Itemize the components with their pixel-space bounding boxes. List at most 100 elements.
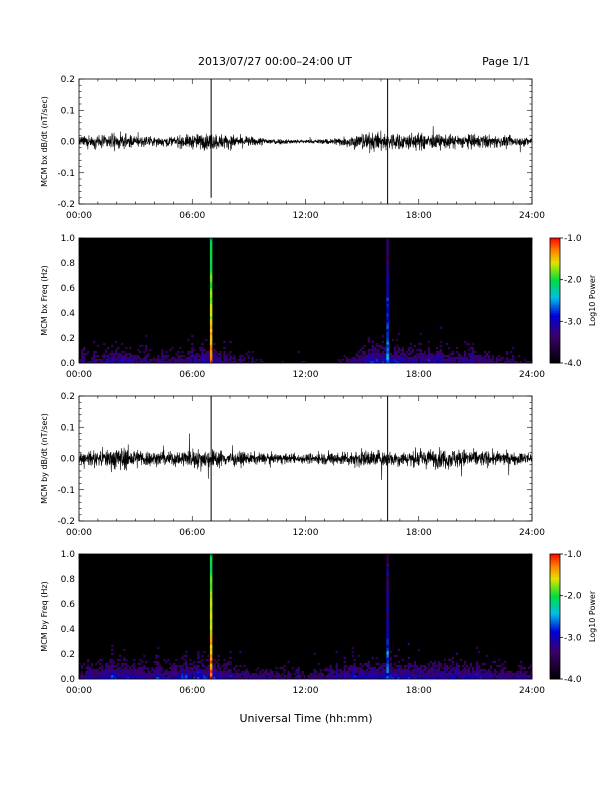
- spectrogram-cell: [213, 672, 216, 676]
- x-tick-label: 24:00: [519, 211, 545, 221]
- spectrogram-cell: [181, 664, 184, 668]
- spectrogram-cell: [399, 676, 403, 680]
- spectrogram-cell: [227, 360, 230, 364]
- spectrogram-cell: [495, 360, 499, 364]
- spectrogram-cell: [175, 658, 178, 662]
- spectrogram-cell: [213, 350, 216, 354]
- spectrogram-cell: [431, 360, 435, 364]
- spectrogram-cell: [123, 672, 126, 676]
- spectrogram-cell: [149, 670, 152, 674]
- spectrogram-cell: [439, 340, 443, 344]
- spectrogram-cell: [407, 352, 411, 356]
- spectrogram-cell: [185, 670, 188, 674]
- spectrogram-cell: [211, 670, 214, 674]
- spectrogram-cell: [451, 676, 455, 680]
- colorbar-segment: [550, 654, 560, 657]
- spectrogram-cell: [387, 672, 390, 676]
- spectrogram-cell: [383, 356, 386, 360]
- event-spike-1: [209, 272, 213, 276]
- spectrogram-cell: [363, 662, 366, 666]
- spectrogram-cell: [223, 340, 226, 344]
- colorbar-segment: [550, 327, 560, 331]
- spectrogram-cell: [205, 668, 208, 672]
- spectrogram-cell: [83, 676, 86, 680]
- spectrogram-cell: [165, 350, 168, 354]
- spectrogram-cell: [471, 350, 475, 354]
- spectrogram-cell: [229, 668, 232, 672]
- spectrogram-cell: [393, 352, 396, 356]
- spectrogram-cell: [169, 674, 172, 678]
- spectrogram-cell: [465, 342, 469, 346]
- spectrogram-cell: [433, 672, 437, 676]
- spectrogram-cell: [387, 670, 390, 674]
- spectrogram-cell: [387, 356, 390, 360]
- spectrogram-cell: [481, 662, 485, 666]
- spectrogram-cell: [467, 670, 471, 674]
- spectrogram-cell: [131, 670, 134, 674]
- spectrogram-cell: [191, 342, 194, 346]
- spectrogram-cell: [81, 360, 84, 364]
- spectrogram-cell: [369, 354, 372, 358]
- spectrogram-cell: [343, 674, 346, 678]
- spectrogram-cell: [469, 354, 473, 358]
- spectrogram-cell: [421, 358, 425, 362]
- x-tick-label: 24:00: [519, 686, 545, 696]
- colorbar-segment: [550, 338, 560, 341]
- spectrogram-cell: [193, 358, 196, 362]
- spectrogram-cell: [99, 676, 102, 680]
- spectrogram-cell: [389, 670, 392, 674]
- event-spike-2: [386, 256, 389, 261]
- spectrogram-cell: [225, 674, 228, 678]
- spectrogram-cell: [207, 666, 210, 670]
- spectrogram-cell: [233, 674, 236, 678]
- spectrogram-cell: [375, 672, 378, 676]
- spectrogram-cell: [257, 676, 260, 680]
- spectrogram-cell: [355, 668, 358, 672]
- spectrogram-cell: [409, 674, 413, 678]
- spectrogram-cell: [530, 360, 533, 364]
- spectrogram-cell: [377, 356, 380, 360]
- spectrogram-cell: [139, 668, 142, 672]
- colorbar-segment: [550, 629, 560, 632]
- event-spike-1: [209, 569, 213, 574]
- spectrogram-cell: [167, 670, 170, 674]
- spectrogram-cell: [121, 662, 124, 666]
- spectrogram-cell: [197, 672, 200, 676]
- spectrogram-cell: [517, 676, 521, 680]
- spectrogram-cell: [379, 670, 382, 674]
- spectrogram-cell: [135, 354, 138, 358]
- spectrogram-cell: [393, 346, 396, 350]
- spectrogram-cell: [129, 346, 132, 350]
- colorbar-segment: [550, 356, 560, 360]
- spectrogram-cell: [337, 358, 340, 362]
- spectrogram-cell: [215, 672, 218, 676]
- spectrogram-cell: [81, 674, 84, 678]
- spectrogram-cell: [157, 354, 160, 358]
- spectrogram-cell: [253, 360, 256, 364]
- spectrogram-cell: [89, 670, 92, 674]
- event-spike-2: [386, 672, 389, 677]
- spectrogram-cell: [217, 352, 220, 356]
- spectrogram-cell: [233, 360, 236, 364]
- spectrogram-cell: [429, 672, 433, 676]
- spectrogram-cell: [377, 668, 380, 672]
- spectrogram-cell: [115, 358, 118, 362]
- spectrogram-cell: [407, 358, 411, 362]
- spectrogram-cell: [459, 676, 463, 680]
- spectrogram-cell: [425, 672, 429, 676]
- spectrogram-cell: [119, 672, 122, 676]
- event-spike-1: [209, 275, 213, 279]
- spectrogram-cell: [197, 666, 200, 670]
- colorbar-segment: [550, 331, 560, 335]
- spectrogram-cell: [481, 358, 485, 362]
- event-spike-2: [386, 272, 389, 276]
- event-spike-1: [209, 604, 213, 608]
- spectrogram-cell: [177, 672, 180, 676]
- colorbar-segment: [550, 562, 560, 565]
- spectrogram-cell: [361, 668, 364, 672]
- spectrogram-cell: [117, 662, 120, 666]
- spectrogram-cell: [499, 670, 503, 674]
- spectrogram-cell: [407, 664, 411, 668]
- colorbar-segment: [550, 660, 560, 663]
- spectrogram-cell: [207, 352, 210, 356]
